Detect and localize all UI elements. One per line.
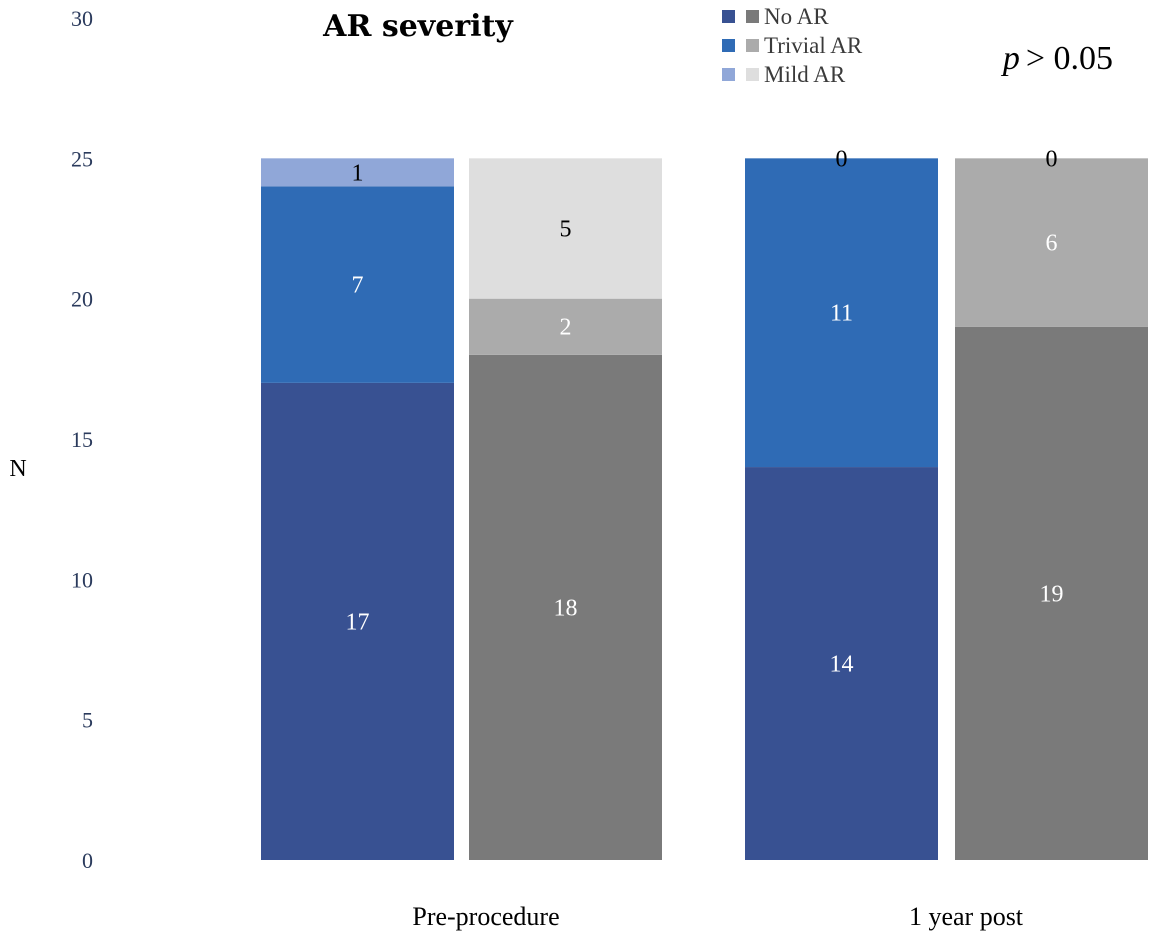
y-tick-label: 15 [71, 427, 93, 452]
data-label: 6 [1046, 231, 1058, 257]
data-label: 11 [830, 301, 853, 327]
legend-swatch-blue [722, 10, 735, 23]
bar-segment [469, 158, 662, 299]
bar-segment [745, 467, 938, 860]
data-label: 0 [1046, 146, 1058, 172]
p-value-symbol: p [1001, 40, 1020, 77]
data-label: 17 [346, 609, 370, 635]
legend-label: Mild AR [764, 62, 846, 87]
p-value-threshold: > 0.05 [1026, 40, 1113, 77]
p-value-annotation: p > 0.05 [1001, 40, 1113, 77]
x-category-label: Pre-procedure [412, 902, 559, 931]
legend-swatch-blue [722, 39, 735, 52]
y-tick-label: 0 [82, 848, 93, 873]
bar-segment [469, 354, 662, 860]
y-axis-label: N [9, 456, 26, 482]
y-tick-label: 25 [71, 146, 93, 171]
y-tick-label: 30 [71, 6, 93, 31]
bar-segment [261, 186, 454, 383]
bar-segment [955, 326, 1148, 860]
legend-swatch-blue [722, 68, 735, 81]
bar-segment [261, 382, 454, 860]
legend-swatch-gray [746, 68, 759, 81]
legend: No AR Trivial AR Mild AR [722, 4, 863, 87]
bar-segment [745, 158, 938, 468]
chart-title: AR severity [322, 9, 514, 44]
data-label: 5 [560, 217, 572, 243]
data-label: 7 [352, 273, 364, 299]
bar-segment [955, 158, 1148, 327]
legend-swatch-gray [746, 10, 759, 23]
legend-label: No AR [764, 4, 829, 29]
y-tick-label: 20 [71, 287, 93, 312]
data-label: 19 [1040, 581, 1064, 607]
data-label: 0 [836, 146, 848, 172]
legend-label: Trivial AR [764, 33, 863, 58]
y-tick-label: 5 [82, 708, 93, 733]
data-label: 2 [560, 315, 572, 341]
x-category-label: 1 year post [909, 902, 1024, 931]
y-axis: 0 5 10 15 20 25 30 [71, 6, 93, 873]
y-tick-label: 10 [71, 567, 93, 592]
category-labels: Pre-procedure 1 year post [412, 902, 1023, 931]
data-label: 18 [554, 595, 578, 621]
bar-segment [469, 298, 662, 355]
data-label: 1 [352, 160, 364, 186]
data-label: 14 [830, 652, 854, 678]
bar-segment [261, 158, 454, 187]
bars: 17 7 1 18 2 5 14 11 0 19 6 0 [261, 146, 1148, 860]
legend-swatch-gray [746, 39, 759, 52]
